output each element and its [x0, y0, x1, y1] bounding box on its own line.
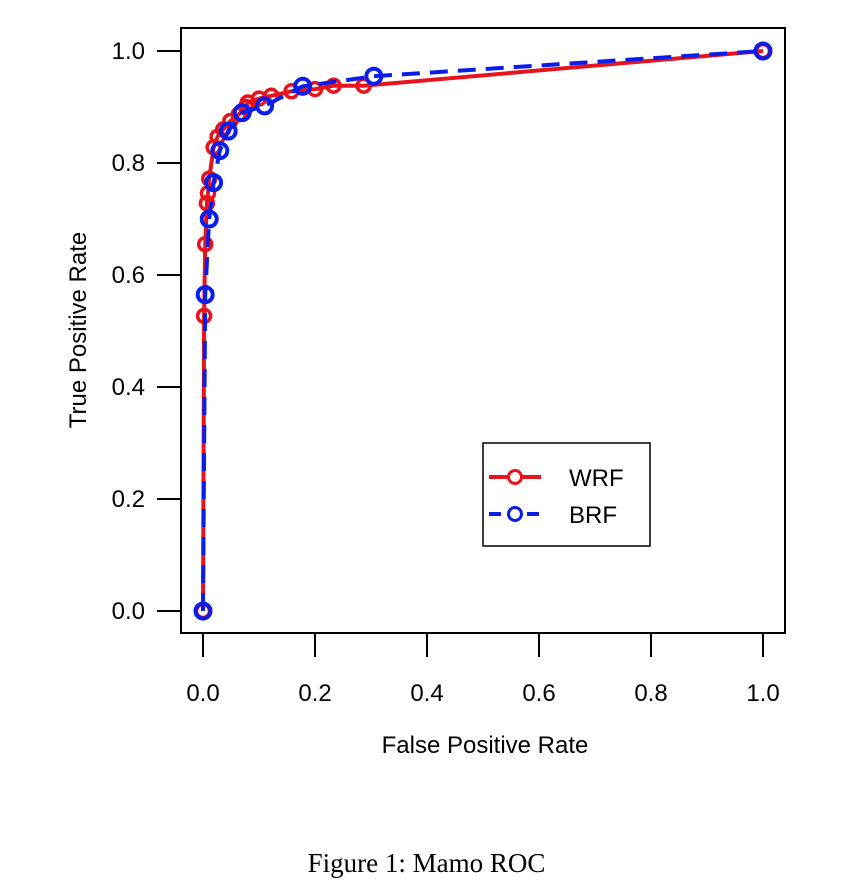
legend: WRF BRF: [482, 442, 651, 547]
wrf-point: [196, 235, 214, 253]
legend-item-brf: BRF: [489, 502, 617, 529]
legend-marker-brf: [507, 506, 523, 522]
y-tick-label: 0.0: [112, 598, 145, 625]
brf-series: [193, 41, 773, 621]
y-tick-label: 1.0: [112, 38, 145, 65]
brf-point: [232, 103, 252, 123]
legend-label-wrf: WRF: [569, 465, 624, 492]
brf-point: [218, 121, 238, 141]
brf-line: [201, 49, 764, 612]
legend-item-wrf: WRF: [489, 465, 624, 492]
y-tick-label: 0.6: [112, 262, 145, 289]
x-tick-label: 0.8: [634, 680, 667, 707]
legend-label-brf: BRF: [569, 502, 617, 529]
brf-point: [753, 41, 773, 61]
y-tick-label: 0.4: [112, 374, 145, 401]
x-tick-label: 0.2: [298, 680, 331, 707]
x-tick-label: 1.0: [746, 680, 779, 707]
axes: 0.0 0.2 0.4 0.6 0.8 1.0 0.0 0.2 0.4 0.6 0.8 1.0: [112, 38, 780, 707]
figure-caption: Figure 1: Mamo ROC: [307, 848, 546, 878]
brf-point: [204, 173, 224, 193]
x-tick-label: 0.0: [186, 680, 219, 707]
legend-items: WRF BRF: [489, 465, 624, 529]
brf-point: [255, 96, 275, 116]
legend-box: [482, 442, 651, 547]
legend-marker-wrf: [507, 469, 523, 485]
brf-point: [210, 141, 230, 161]
y-tick-label: 0.2: [112, 486, 145, 513]
brf-point: [293, 76, 313, 96]
brf-point: [195, 285, 215, 305]
series-layer: [193, 41, 773, 621]
brf-point: [364, 66, 384, 86]
brf-point: [193, 601, 213, 621]
y-axis-label: True Positive Rate: [65, 232, 92, 429]
roc-chart: 0.0 0.2 0.4 0.6 0.8 1.0 0.0 0.2 0.4 0.6 0.8 1.0 Fal…: [65, 27, 786, 759]
wrf-point: [325, 77, 342, 94]
y-tick-label: 0.8: [112, 150, 145, 177]
x-axis-label: False Positive Rate: [382, 732, 589, 759]
x-tick-label: 0.6: [522, 680, 555, 707]
brf-point: [199, 209, 219, 229]
x-tick-label: 0.4: [410, 680, 443, 707]
